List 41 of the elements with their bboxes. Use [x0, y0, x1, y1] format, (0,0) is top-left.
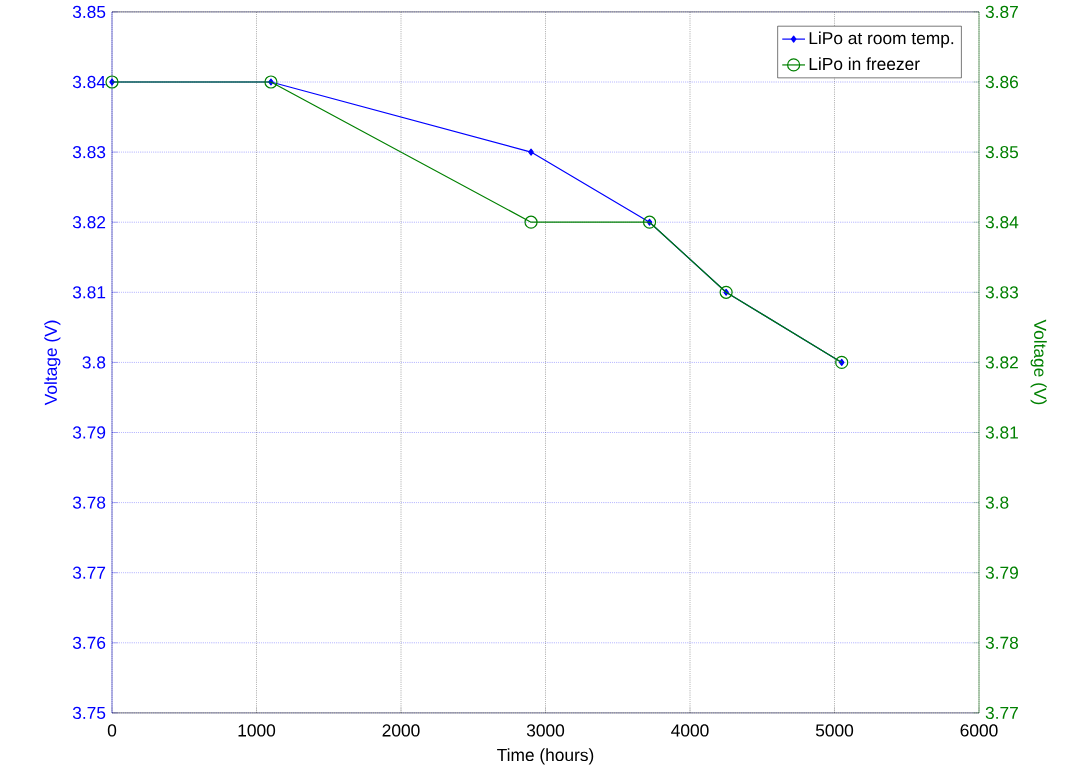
x-tick-label: 5000 [815, 724, 854, 737]
y-tick-label: 3.8 [82, 356, 106, 369]
y2-tick-label: 3.83 [985, 286, 1019, 299]
y-tick-label: 3.79 [72, 426, 106, 439]
y-axis-title: Voltage (V) [44, 320, 61, 406]
x-tick-label: 6000 [960, 724, 998, 737]
x-tick-label: 4000 [671, 724, 709, 737]
legend-label: LiPo at room temp. [809, 31, 954, 48]
y-tick-label: 3.81 [72, 286, 106, 299]
y-tick-label: 3.83 [72, 146, 106, 159]
y-tick-label: 3.78 [72, 496, 106, 509]
point [835, 355, 849, 370]
x-tick-label: 2000 [382, 724, 420, 737]
point [528, 148, 534, 156]
y2-tick-label: 3.79 [985, 566, 1018, 579]
y2-tick-label: 3.78 [985, 636, 1019, 649]
y-tick-label: 3.77 [72, 566, 106, 579]
x-tick-label: 0 [107, 724, 117, 737]
y2-tick-label: 3.77 [985, 706, 1018, 720]
y2-tick-label: 3.81 [985, 426, 1018, 439]
y2-tick-label: 3.87 [985, 5, 1018, 19]
y2-axis-title: Voltage (V) [1030, 319, 1047, 405]
point [719, 285, 733, 299]
x-tick-label: 1000 [238, 724, 276, 737]
point [105, 75, 119, 89]
legend-label: LiPo in freezer [809, 57, 920, 71]
y-tick-label: 3.82 [72, 216, 106, 229]
y-tick-label: 3.75 [72, 706, 106, 720]
y-tick-label: 3.76 [72, 636, 106, 649]
y2-tick-label: 3.8 [985, 496, 1009, 509]
y-tick-label: 3.85 [72, 5, 106, 19]
y-tick-label: 3.84 [72, 75, 106, 89]
y2-tick-label: 3.84 [985, 216, 1019, 229]
y2-tick-label: 3.85 [985, 146, 1019, 159]
point [264, 75, 278, 89]
point [524, 215, 538, 229]
y2-tick-label: 3.82 [985, 356, 1018, 369]
x-axis-title: Time (hours) [497, 748, 594, 765]
x-tick-label: 3000 [526, 724, 565, 737]
point [642, 215, 657, 229]
y2-tick-label: 3.86 [985, 75, 1019, 89]
